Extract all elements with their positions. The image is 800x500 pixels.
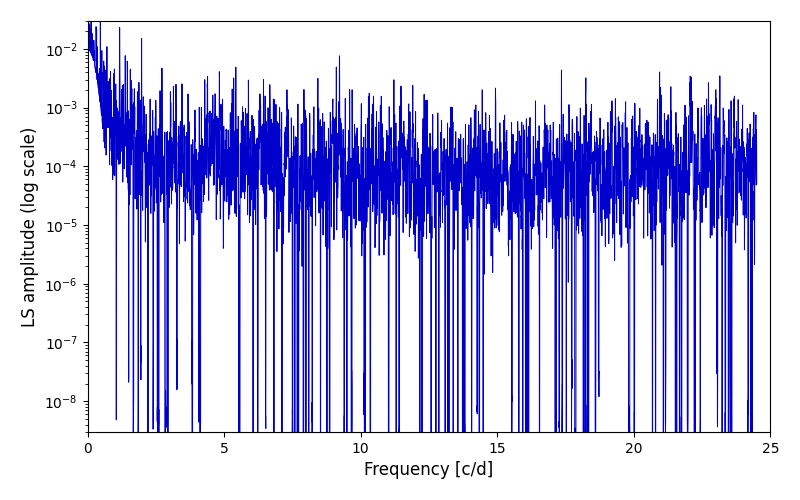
X-axis label: Frequency [c/d]: Frequency [c/d] [364,461,494,479]
Y-axis label: LS amplitude (log scale): LS amplitude (log scale) [21,126,39,326]
